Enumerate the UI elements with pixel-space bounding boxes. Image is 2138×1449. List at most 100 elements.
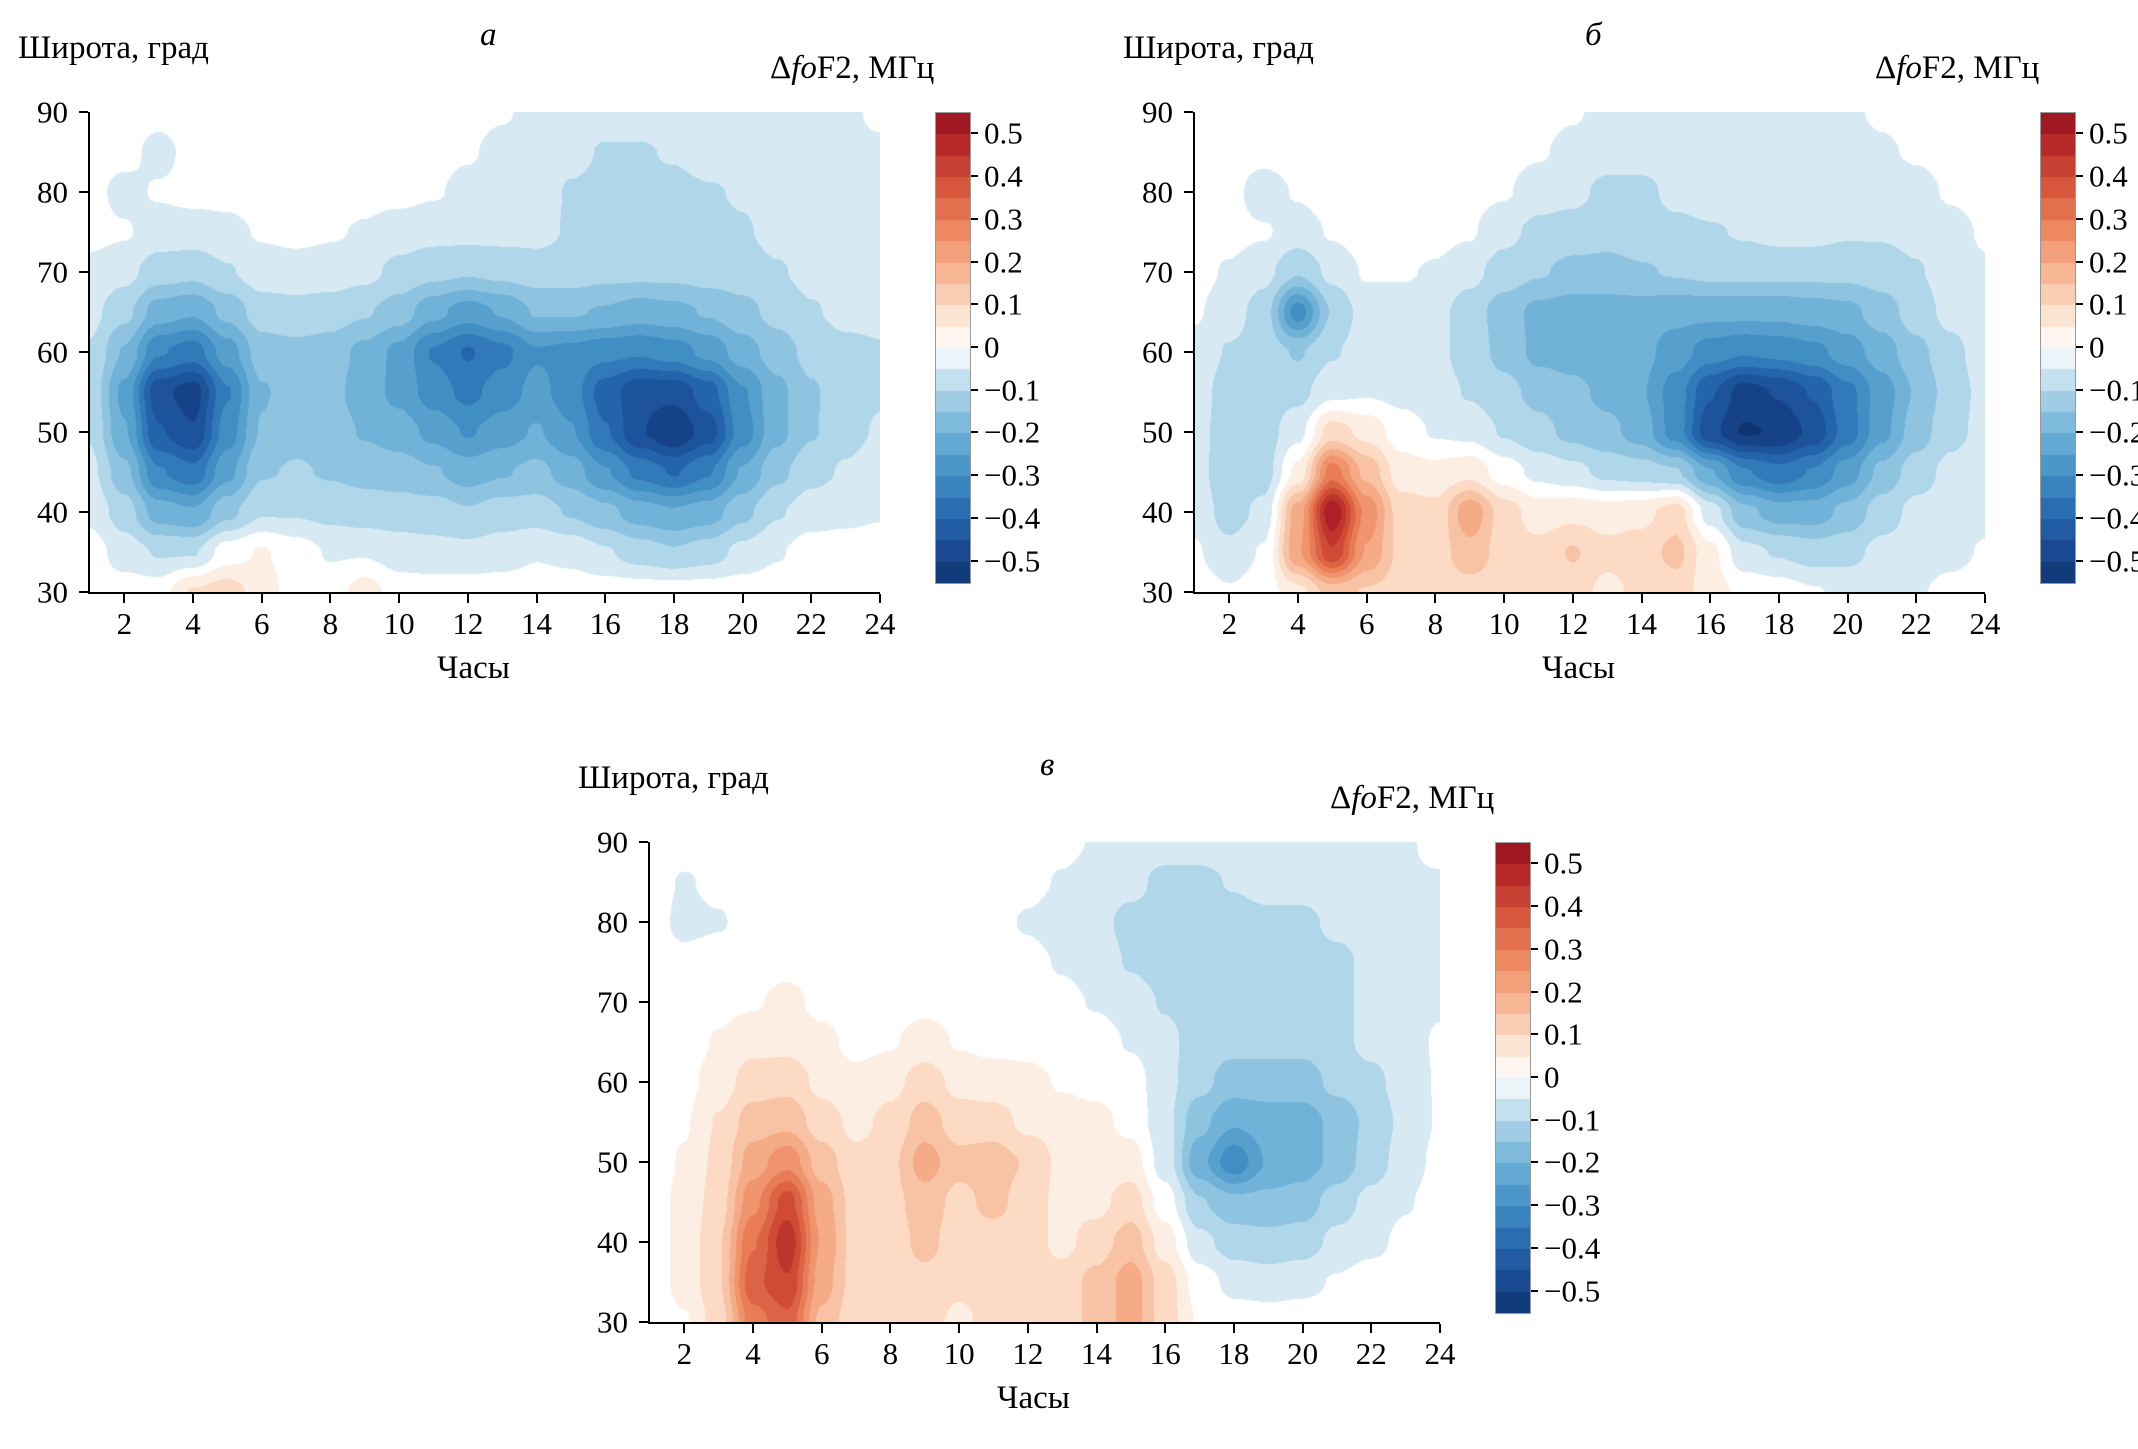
x-tick-label: 16 <box>1694 606 1726 641</box>
colorbar-title-rest: F2, МГц <box>816 50 935 86</box>
colorbar-canvas <box>936 113 970 583</box>
colorbar-tick <box>1531 1033 1538 1036</box>
colorbar-tick-label: −0.4 <box>2089 500 2138 536</box>
x-tick <box>1709 594 1712 603</box>
colorbar-tick-label: 0.3 <box>2089 201 2128 237</box>
colorbar-tick <box>971 388 978 391</box>
colorbar-tick <box>1531 1204 1538 1207</box>
colorbar-tick <box>1531 862 1538 865</box>
x-tick <box>1301 1324 1304 1333</box>
x-tick <box>1228 594 1231 603</box>
x-tick-label: 6 <box>813 1336 830 1371</box>
x-tick-label: 2 <box>1221 606 1238 641</box>
colorbar-canvas <box>1496 843 1530 1313</box>
colorbar-title-fo: fo <box>791 50 817 86</box>
colorbar-tick-label: 0 <box>2089 329 2105 365</box>
colorbar-tick <box>971 260 978 263</box>
colorbar-tick-label: −0.2 <box>2089 414 2138 450</box>
colorbar-tick <box>2076 388 2083 391</box>
y-tick-label: 30 <box>597 1304 628 1340</box>
y-tick-label: 80 <box>1142 174 1173 210</box>
colorbar-tick-label: 0.5 <box>984 115 1023 151</box>
y-tick-label: 40 <box>1142 494 1173 530</box>
x-tick <box>958 1324 961 1333</box>
x-axis-title: Часы <box>1542 650 1615 686</box>
colorbar-tick-label: −0.1 <box>1544 1102 1601 1138</box>
y-tick <box>1184 111 1193 113</box>
x-tick <box>398 594 401 603</box>
x-tick-label: 20 <box>727 606 759 641</box>
colorbar-tick-label: 0.5 <box>2089 115 2128 151</box>
x-tick <box>889 1324 892 1333</box>
x-tick-label: 22 <box>1900 606 1932 641</box>
y-tick-label: 90 <box>597 824 628 860</box>
colorbar-tick-label: 0.4 <box>2089 158 2128 194</box>
x-tick <box>1365 594 1368 603</box>
x-tick <box>466 594 469 603</box>
y-tick <box>79 431 88 433</box>
x-tick <box>1777 594 1780 603</box>
colorbar-tick <box>1531 1076 1538 1078</box>
y-tick <box>639 921 648 923</box>
y-tick-label: 60 <box>37 334 68 370</box>
x-tick <box>123 594 126 603</box>
y-tick <box>639 1241 648 1243</box>
x-tick-label: 20 <box>1287 1336 1319 1371</box>
colorbar-tick-label: 0.1 <box>2089 286 2128 322</box>
colorbar-tick <box>2076 303 2083 306</box>
x-tick-label: 10 <box>943 1336 975 1371</box>
colorbar-title-delta: Δ <box>1875 50 1897 86</box>
x-tick-label: 18 <box>658 606 690 641</box>
colorbar-tick <box>1531 947 1538 950</box>
x-tick-label: 8 <box>322 606 339 641</box>
y-tick <box>639 1081 648 1083</box>
colorbar-tick <box>2076 175 2083 178</box>
x-tick <box>1571 594 1574 603</box>
y-tick <box>1184 191 1193 193</box>
colorbar-tick <box>971 175 978 178</box>
y-tick-label: 70 <box>597 984 628 1020</box>
colorbar-tick <box>971 474 978 477</box>
x-tick-label: 14 <box>1626 606 1658 641</box>
y-tick <box>639 1001 648 1003</box>
x-tick <box>1297 594 1300 603</box>
x-tick-label: 22 <box>795 606 827 641</box>
colorbar-tick-label: −0.4 <box>1544 1230 1601 1266</box>
colorbar-tick <box>2076 217 2083 220</box>
colorbar-tick-label: 0 <box>984 329 1000 365</box>
heatmap-canvas <box>650 842 1440 1322</box>
x-tick-label: 6 <box>1358 606 1375 641</box>
y-tick <box>639 841 648 843</box>
colorbar-tick-label: 0.3 <box>984 201 1023 237</box>
x-tick <box>1915 594 1918 603</box>
x-tick <box>1434 594 1437 603</box>
colorbar-tick <box>1531 905 1538 908</box>
colorbar-tick-label: 0 <box>1544 1059 1560 1095</box>
colorbar <box>935 112 971 584</box>
colorbar-title-rest: F2, МГц <box>1376 780 1495 816</box>
x-tick <box>1026 1324 1029 1333</box>
y-tick <box>1184 351 1193 353</box>
colorbar-title-delta: Δ <box>770 50 792 86</box>
colorbar-tick-label: −0.3 <box>1544 1187 1601 1223</box>
x-tick-label: 22 <box>1355 1336 1387 1371</box>
x-tick-label: 4 <box>745 1336 761 1371</box>
colorbar-title-fo: fo <box>1896 50 1922 86</box>
colorbar-tick <box>2076 516 2083 519</box>
x-tick-label: 10 <box>383 606 415 641</box>
x-tick <box>1095 1324 1098 1333</box>
colorbar-title: ΔfoF2, МГц <box>1875 50 2039 87</box>
colorbar-tick <box>2076 474 2083 477</box>
x-tick-label: 4 <box>1290 606 1306 641</box>
x-tick <box>1164 1324 1167 1333</box>
x-tick <box>604 594 607 603</box>
x-tick-label: 16 <box>589 606 621 641</box>
colorbar-tick <box>1531 1118 1538 1121</box>
colorbar-tick-label: 0.4 <box>1544 888 1583 924</box>
y-tick-label: 70 <box>37 254 68 290</box>
colorbar-tick <box>1531 1246 1538 1249</box>
colorbar-tick <box>971 516 978 519</box>
